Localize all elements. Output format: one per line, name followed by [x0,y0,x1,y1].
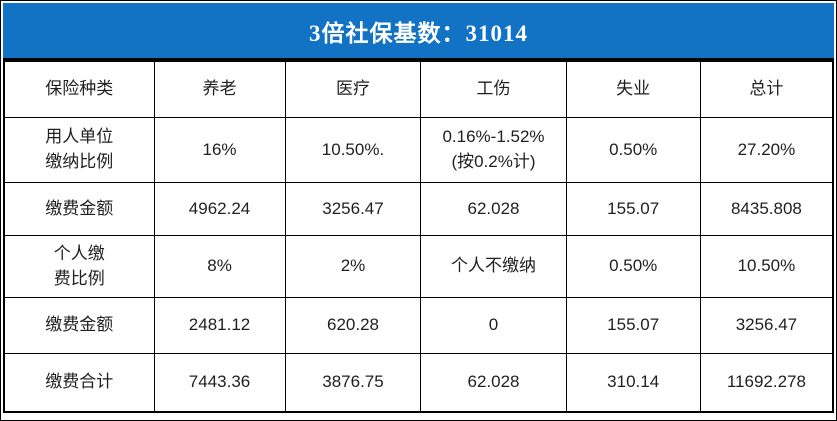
col-header-work-injury: 工伤 [420,60,567,118]
personal-payment-row: 缴费金额 2481.12 620.28 0 155.07 3256.47 [3,297,834,354]
col-header-medical: 医疗 [284,60,422,118]
col-header-total: 总计 [699,60,834,118]
col-header-unemployment: 失业 [565,60,701,118]
table-cell: 27.20% [699,117,834,183]
table-cell: 3256.47 [284,182,422,236]
table-cell: 2% [284,235,422,298]
row-label-total-payment: 缴费合计 [3,353,155,413]
table-cell: 2481.12 [153,297,286,354]
table-title-bar: 3倍社保基数：31014 [3,3,834,60]
table-cell: 8435.808 [699,182,834,236]
table-cell: 11692.278 [699,353,834,413]
table-cell: 16% [153,117,286,183]
col-header-insurance-type: 保险种类 [3,60,155,118]
total-payment-row: 缴费合计 7443.36 3876.75 62.028 310.14 11692… [3,353,834,413]
row-label-employer-contribution-rate: 用人单位 缴纳比例 [3,117,155,183]
table-cell: 8% [153,235,286,298]
table-cell: 10.50% [699,235,834,298]
col-header-pension: 养老 [153,60,286,118]
table-cell: 个人不缴纳 [420,235,567,298]
table-cell: 0.50% [565,235,701,298]
row-label-personal-payment-amount: 缴费金额 [3,297,155,354]
table-cell: 0 [420,297,567,354]
table-cell: 155.07 [565,297,701,354]
header-row: 保险种类 养老 医疗 工伤 失业 总计 [3,60,834,118]
employer-payment-row: 缴费金额 4962.24 3256.47 62.028 155.07 8435.… [3,182,834,236]
table-cell: 4962.24 [153,182,286,236]
table-cell: 62.028 [420,182,567,236]
table-cell: 7443.36 [153,353,286,413]
row-label-employer-payment-amount: 缴费金额 [3,182,155,236]
table-cell: 620.28 [284,297,422,354]
table-cell: 0.50% [565,117,701,183]
table-title: 3倍社保基数：31014 [309,20,528,46]
table-cell: 0.16%-1.52% (按0.2%计) [420,117,567,183]
table-cell: 62.028 [420,353,567,413]
social-insurance-table: 保险种类 养老 医疗 工伤 失业 总计 用人单位 缴纳比例 16% 10.50%… [3,60,834,413]
table-cell: 10.50%. [284,117,422,183]
employer-rate-row: 用人单位 缴纳比例 16% 10.50%. 0.16%-1.52% (按0.2%… [3,117,834,183]
table-cell: 310.14 [565,353,701,413]
personal-rate-row: 个人缴 费比例 8% 2% 个人不缴纳 0.50% 10.50% [3,235,834,298]
table-cell: 3876.75 [284,353,422,413]
row-label-personal-contribution-rate: 个人缴 费比例 [3,235,155,298]
table-cell: 155.07 [565,182,701,236]
table-cell: 3256.47 [699,297,834,354]
